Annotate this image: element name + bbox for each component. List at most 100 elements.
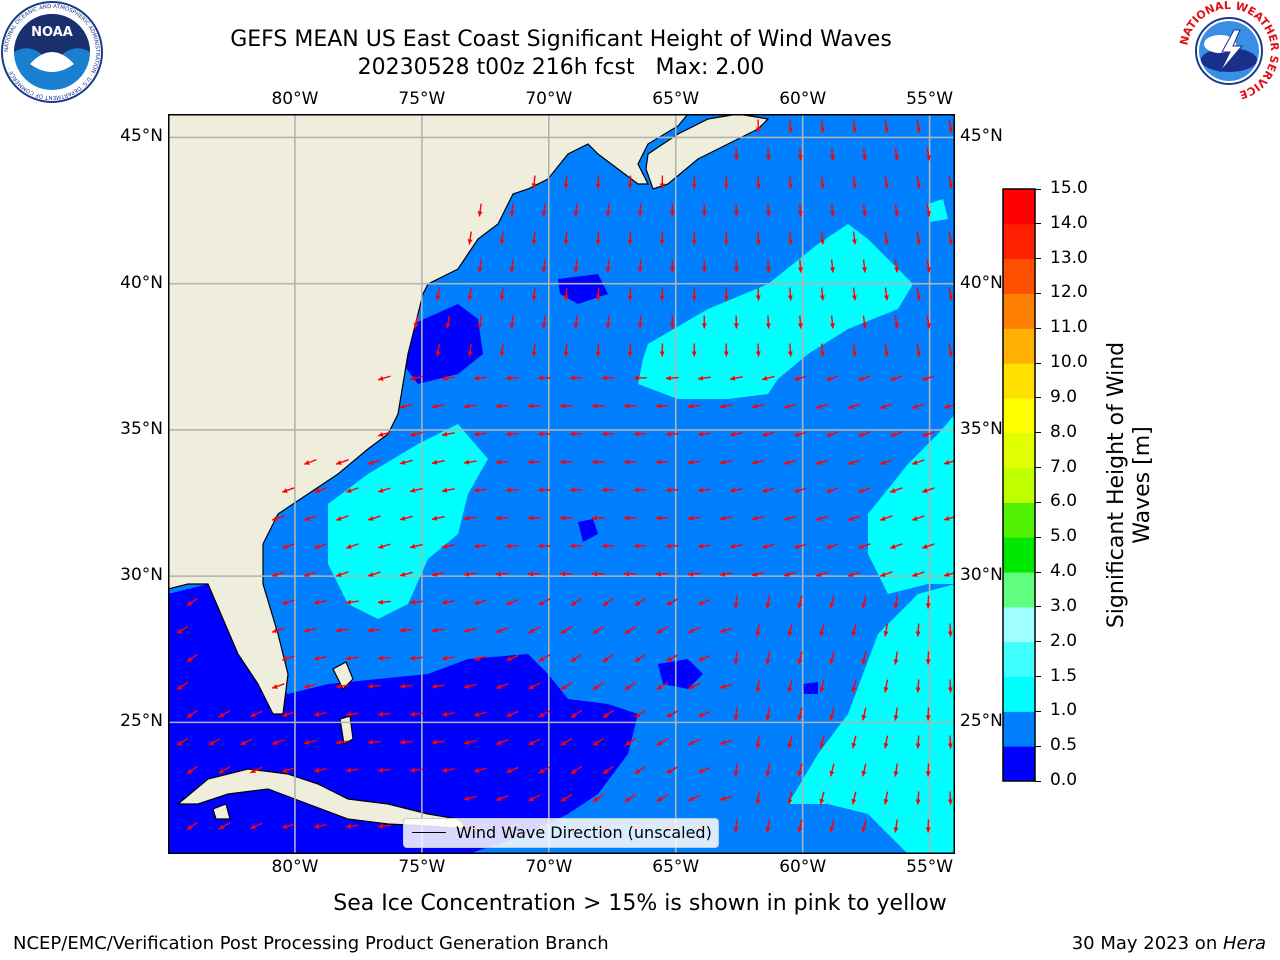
colorbar-tick-label: 14.0 [1050, 212, 1088, 233]
wave-arrow [723, 231, 729, 245]
wave-arrow [926, 259, 931, 273]
wave-arrow [345, 711, 359, 717]
wave-arrow [528, 626, 541, 634]
wave-arrow [761, 375, 775, 381]
colorbar-tick-mark [1035, 397, 1041, 399]
wave-arrow [409, 655, 423, 661]
wave-arrow [335, 627, 349, 633]
wave-arrow [367, 459, 381, 465]
wave-arrow [879, 403, 893, 409]
wave-arrow [861, 819, 867, 833]
wave-arrow [765, 203, 771, 217]
wave-arrow [345, 767, 359, 773]
wave-arrow [894, 203, 899, 217]
wave-arrow [377, 487, 391, 493]
wave-arrow [656, 626, 669, 634]
wave-arrow [719, 571, 733, 577]
wave-arrow [861, 707, 867, 721]
moderate-wave-zones [328, 199, 955, 854]
wave-arrow [624, 737, 637, 747]
wave-arrow [815, 459, 829, 465]
wave-arrow [473, 543, 487, 549]
wave-arrow [883, 735, 889, 749]
wave-arrow [463, 739, 477, 745]
colorbar-tick-mark [1035, 362, 1041, 364]
colorbar-segment [1003, 467, 1035, 503]
wave-arrow [538, 766, 551, 774]
wave-arrow [445, 315, 451, 329]
wave-arrow [595, 343, 601, 357]
wave-arrow [797, 203, 803, 217]
wave-arrow [719, 795, 733, 801]
wave-arrow [559, 459, 573, 465]
wave-arrow [281, 767, 295, 773]
wave-arrow [698, 766, 711, 774]
wave-arrow [441, 655, 455, 661]
wave-arrow [634, 597, 647, 607]
wave-arrow [765, 819, 771, 833]
wave-arrow [634, 709, 647, 719]
colorbar-tick-mark [1035, 780, 1041, 782]
wave-arrow [925, 819, 931, 833]
lat-tick-left: 35°N [120, 418, 163, 439]
wave-arrow [926, 203, 931, 217]
wave-arrow [688, 794, 701, 802]
map-title: GEFS MEAN US East Coast Significant Heig… [230, 27, 892, 52]
wave-arrow [499, 343, 505, 357]
wave-arrow [829, 203, 835, 217]
wave-arrow [697, 543, 711, 549]
wave-arrow [281, 487, 295, 493]
colorbar-tick-mark [1035, 292, 1041, 294]
wave-arrow [186, 709, 199, 719]
wave-arrow [894, 259, 899, 273]
arrow-legend: Wind Wave Direction (unscaled) [403, 818, 719, 848]
wave-arrow [829, 763, 835, 777]
colorbar-segment [1003, 189, 1035, 225]
wave-arrow [787, 679, 793, 693]
wave-arrow [787, 791, 793, 805]
wave-arrow [528, 738, 541, 746]
wave-arrow [825, 431, 839, 437]
wave-arrow [765, 259, 771, 273]
wave-arrow [467, 343, 473, 357]
wave-arrow [926, 315, 931, 329]
wave-arrow [761, 543, 775, 549]
wave-arrow [559, 403, 573, 409]
wave-arrow [463, 683, 477, 689]
wave-arrow [505, 487, 519, 493]
wave-arrow [569, 543, 583, 549]
wave-arrow [637, 315, 643, 329]
wave-arrow [787, 343, 793, 357]
wave-arrow [926, 147, 931, 161]
wave-arrow [495, 683, 509, 689]
wave-arrow [893, 763, 899, 777]
wave-arrow [656, 794, 669, 802]
wave-arrow [399, 515, 413, 521]
wave-arrow [889, 487, 903, 493]
wave-arrow [857, 375, 871, 381]
wave-arrow [755, 343, 761, 357]
wave-arrow [893, 707, 899, 721]
wave-arrow [495, 739, 509, 745]
wave-arrow [399, 459, 413, 465]
colorbar-tick-label: 5.0 [1050, 526, 1078, 547]
wave-arrow [925, 707, 931, 721]
wave-arrow [783, 515, 797, 521]
wave-arrow [345, 543, 359, 549]
wave-arrow [691, 287, 697, 301]
wave-arrow [883, 791, 889, 805]
wave-arrow [623, 459, 637, 465]
wave-arrow [719, 515, 733, 521]
lon-tick-top: 75°W [398, 89, 446, 109]
wave-arrow [719, 683, 733, 689]
wave-arrow [335, 571, 349, 577]
wave-arrow [879, 515, 893, 521]
wave-arrow [592, 681, 605, 691]
wave-arrow [925, 595, 931, 609]
wave-arrow [733, 651, 739, 665]
wave-arrow [637, 203, 643, 217]
colorbar-tick-label: 15.0 [1050, 178, 1088, 198]
wave-arrow [829, 707, 835, 721]
wave-arrow [601, 431, 615, 437]
wave-arrow [691, 343, 697, 357]
